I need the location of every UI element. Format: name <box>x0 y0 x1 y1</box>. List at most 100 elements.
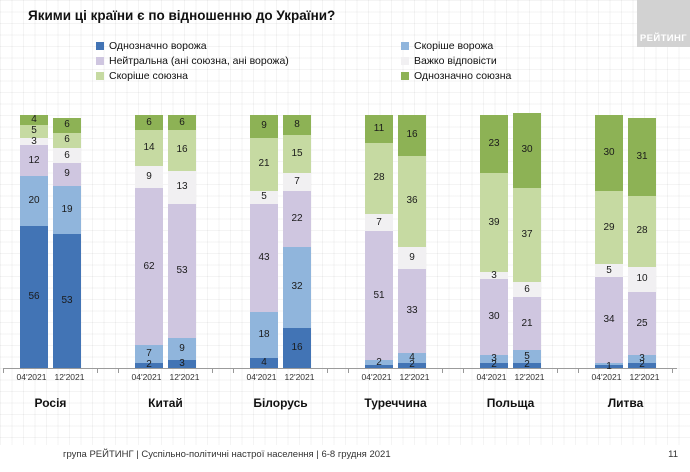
period-label: 12'2021 <box>514 372 545 382</box>
axis-tick <box>233 369 234 373</box>
period-label: 04'2021 <box>591 372 622 382</box>
bar-segment: 4 <box>20 115 48 126</box>
bar-segment: 21 <box>513 297 541 351</box>
bar-segment: 6 <box>513 282 541 298</box>
country-group: 4 18 43 5 21 9 16 32 22 7 15 8 04'2021 12'2021 Білорус… <box>233 115 328 410</box>
country-group: 56 20 12 3 5 4 53 19 9 6 6 6 04'2021 12'2021 Росія <box>3 115 98 410</box>
bar-segment: 25 <box>628 292 656 356</box>
legend-swatch-icon <box>401 72 409 80</box>
bar-segment: 3 <box>168 359 196 369</box>
bar-segment: 34 <box>595 276 623 363</box>
chart-row: 56 20 12 3 5 4 53 19 9 6 6 6 04'2021 12'2021 Росія 2 7 62… <box>3 112 673 410</box>
period-label: 12'2021 <box>629 372 660 382</box>
bar-segment: 13 <box>168 170 196 204</box>
period-label: 12'2021 <box>284 372 315 382</box>
bars-area: 1 34 5 29 30 2 3 25 10 28 31 <box>578 115 673 373</box>
legend-item: Важко відповісти <box>401 55 511 67</box>
bar-segment: 28 <box>365 142 393 214</box>
bar-segment: 11 <box>365 115 393 143</box>
legend-column-left: Однозначно ворожа Нейтральна (ані союзна,… <box>96 40 289 82</box>
bar-segment: 3 <box>480 354 508 364</box>
bar-segment <box>365 365 393 368</box>
period-label: 12'2021 <box>169 372 200 382</box>
bar-segment: 9 <box>53 163 81 186</box>
background-grid <box>0 0 690 445</box>
stacked-bar: 2 7 62 9 14 6 <box>135 115 163 370</box>
legend-column-right: Скоріше ворожа Важко відповісти Однозначно… <box>401 40 511 82</box>
country-label: Білорусь <box>253 396 308 410</box>
bar-segment: 6 <box>168 115 196 131</box>
stacked-bar: 2 3 30 3 39 23 <box>480 115 508 370</box>
bar-segment: 2 <box>628 360 656 370</box>
bar-segment: 5 <box>595 264 623 277</box>
bar-segment: 33 <box>398 269 426 353</box>
rating-logo-text: РЕЙТИНГ <box>639 33 688 44</box>
stacked-bar: 53 19 9 6 6 6 <box>53 117 81 368</box>
footer-source: група РЕЙТИНГ | Суспільно-політичні наст… <box>63 449 391 460</box>
legend-swatch-icon <box>96 42 104 50</box>
axis-tick <box>578 369 579 373</box>
bar-segment: 12 <box>20 145 48 176</box>
bar-segment: 6 <box>53 147 81 164</box>
country-group: 2 51 7 28 11 2 4 33 9 36 16 04'2021 12'2021 Туреччина <box>348 115 443 410</box>
axis-tick <box>327 369 328 373</box>
bar-segment: 16 <box>398 115 426 156</box>
bar-segment: 5 <box>250 190 278 204</box>
bar-segment: 18 <box>250 312 278 358</box>
country-label: Туреччина <box>364 396 427 410</box>
stacked-bar: 2 51 7 28 11 <box>365 115 393 368</box>
legend-label: Однозначно союзна <box>414 70 512 82</box>
stacked-bar: 16 32 22 7 15 8 <box>283 115 311 368</box>
bar-segment: 4 <box>250 357 278 368</box>
legend-swatch-icon <box>401 42 409 50</box>
period-label: 12'2021 <box>399 372 430 382</box>
bar-segment: 29 <box>595 190 623 265</box>
bar-segment: 22 <box>283 190 311 247</box>
country-group: 1 34 5 29 30 2 3 25 10 28 31 04'2021 12'2021 Литва <box>578 115 673 410</box>
period-label: 04'2021 <box>131 372 162 382</box>
bar-segment: 9 <box>250 115 278 138</box>
legend-label: Скоріше ворожа <box>414 40 494 52</box>
bar-segment: 53 <box>53 233 81 368</box>
period-label: 04'2021 <box>361 372 392 382</box>
bar-segment: 53 <box>168 203 196 338</box>
bar-segment: 5 <box>20 125 48 138</box>
legend-item: Однозначно ворожа <box>96 40 289 52</box>
period-labels: 04'2021 12'2021 <box>233 368 328 382</box>
bar-segment: 6 <box>53 117 81 133</box>
bar-segment: 3 <box>480 270 508 280</box>
bar-segment: 4 <box>398 352 426 363</box>
axis-tick <box>3 369 4 373</box>
legend-label: Нейтральна (ані союзна, ані ворожа) <box>109 55 289 67</box>
period-labels: 04'2021 12'2021 <box>463 368 558 382</box>
bar-segment: 9 <box>398 246 426 270</box>
country-label: Росія <box>34 396 67 410</box>
bar-segment: 3 <box>628 354 656 364</box>
bar-segment: 51 <box>365 231 393 361</box>
period-label: 04'2021 <box>16 372 47 382</box>
rating-logo: РЕЙТИНГ <box>637 0 690 47</box>
bar-segment: 2 <box>365 357 393 367</box>
stacked-bar: 4 18 43 5 21 9 <box>250 115 278 368</box>
axis-tick <box>442 369 443 373</box>
legend-item: Скоріше ворожа <box>401 40 511 52</box>
legend-item: Нейтральна (ані союзна, ані ворожа) <box>96 55 289 67</box>
country-label: Литва <box>607 396 644 410</box>
legend-label: Однозначно ворожа <box>109 40 207 52</box>
bar-segment: 8 <box>283 115 311 136</box>
stacked-bar: 56 20 12 3 5 4 <box>20 115 48 368</box>
period-labels: 04'2021 12'2021 <box>3 368 98 382</box>
bar-segment: 15 <box>283 135 311 174</box>
bar-segment: 32 <box>283 246 311 328</box>
axis-tick <box>348 369 349 373</box>
bar-segment: 23 <box>480 115 508 174</box>
bar-segment: 28 <box>628 196 656 267</box>
legend-swatch-icon <box>96 72 104 80</box>
bar-segment: 3 <box>20 136 48 146</box>
bar-segment: 62 <box>135 188 163 346</box>
period-labels: 04'2021 12'2021 <box>578 368 673 382</box>
bars-area: 2 3 30 3 39 23 2 5 21 6 37 30 <box>463 112 558 373</box>
bar-segment: 5 <box>513 350 541 363</box>
bars-area: 4 18 43 5 21 9 16 32 22 7 15 8 <box>233 115 328 373</box>
